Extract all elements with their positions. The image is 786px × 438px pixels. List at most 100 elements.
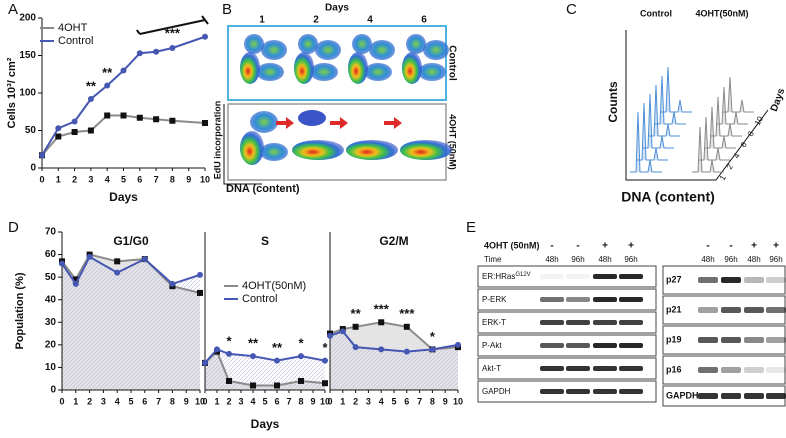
band — [619, 389, 643, 394]
x-tick-label: 6 — [404, 396, 409, 406]
annotation: *** — [399, 306, 415, 321]
depth-tick-label: 1 — [718, 173, 728, 182]
data-point — [403, 348, 410, 355]
series-line — [41, 114, 206, 156]
histogram-trace — [636, 102, 668, 161]
dot-cloud — [400, 140, 452, 160]
z-axis-label: Days — [769, 87, 786, 114]
data-point — [250, 353, 256, 360]
data-point — [153, 116, 160, 123]
x-tick-label: 10 — [320, 396, 330, 406]
data-point — [55, 125, 62, 132]
bracket — [136, 15, 209, 35]
dot-cloud — [423, 40, 449, 60]
chart-title: G2/M — [379, 234, 408, 248]
x-tick-label: 9 — [184, 396, 189, 406]
dot-cloud — [315, 40, 341, 60]
y-tick-label: 50 — [25, 125, 37, 136]
histogram-trace — [648, 84, 680, 137]
depth-tick-label: 8 — [746, 129, 756, 138]
x-tick-label: 5 — [128, 396, 133, 406]
dot-cloud — [298, 34, 318, 54]
x-tick-label: 5 — [391, 396, 396, 406]
data-point — [87, 96, 94, 102]
data-point — [169, 280, 176, 287]
data-point — [455, 341, 461, 348]
panel-label: B — [222, 1, 232, 18]
group-label: 4OHT(50nM) — [695, 8, 748, 18]
blot-label: ERK-T — [482, 318, 506, 327]
annotation: *** — [165, 25, 181, 40]
band — [619, 297, 643, 302]
x-tick-label: 8 — [170, 174, 175, 184]
histogram-trace — [642, 93, 674, 149]
data-point — [352, 344, 359, 351]
flow-title: Days — [325, 3, 349, 14]
x-tick-label: 6 — [142, 396, 147, 406]
x-tick-label: 8 — [430, 396, 435, 406]
flow-panel: B Days Control 4OHT (50nM) EdU incorpora… — [212, 1, 457, 195]
day-label: 4 — [367, 15, 373, 26]
data-point — [298, 377, 304, 384]
annotation: ** — [272, 340, 283, 355]
x-tick-label: 5 — [121, 174, 126, 184]
data-point — [250, 382, 256, 389]
dot-cloud — [240, 131, 264, 165]
panel-label: C — [566, 1, 577, 18]
x-tick-label: 1 — [73, 396, 78, 406]
time: 48h — [747, 255, 760, 264]
x-axis-label: Days — [251, 417, 280, 431]
band — [540, 366, 564, 371]
dot-cloud — [406, 34, 426, 54]
blot-label: p19 — [666, 334, 682, 344]
time: 96h — [571, 255, 584, 264]
data-point — [378, 346, 385, 353]
data-point — [322, 357, 328, 364]
arrow — [330, 117, 348, 129]
dot-cloud — [292, 140, 344, 160]
control-box — [227, 25, 447, 101]
blot-label: p27 — [666, 274, 682, 284]
band — [698, 337, 718, 343]
time: 96h — [624, 255, 637, 264]
band — [593, 366, 617, 371]
data-point — [72, 276, 79, 283]
band — [566, 366, 590, 371]
blot-panel: E 4OHT (50nM) Time — [466, 219, 540, 264]
dot-cloud — [250, 111, 278, 133]
data-point — [169, 117, 176, 124]
data-point — [71, 118, 78, 125]
band — [619, 343, 643, 348]
annotation: * — [226, 333, 232, 348]
dot-cloud — [364, 63, 392, 81]
dot-cloud — [369, 40, 395, 60]
x-tick-label: 3 — [366, 396, 371, 406]
band — [721, 367, 741, 373]
data-point — [153, 48, 160, 55]
data-point — [274, 382, 280, 389]
band — [766, 337, 786, 343]
row-label: 4OHT (50nM) — [448, 114, 458, 170]
time: 48h — [701, 255, 714, 264]
data-point — [104, 82, 111, 89]
histogram-trace — [654, 75, 686, 125]
data-point — [226, 377, 232, 384]
x-tick-label: 6 — [137, 174, 142, 184]
data-point — [352, 323, 359, 330]
time: 48h — [545, 255, 558, 264]
y-tick-label: 40 — [45, 294, 57, 305]
arrow — [276, 117, 294, 129]
y-tick-label: 70 — [45, 227, 57, 238]
day-label: 2 — [313, 15, 319, 26]
x-tick-label: 0 — [327, 396, 332, 406]
x-tick-label: 10 — [453, 396, 463, 406]
x-tick-label: 2 — [226, 396, 231, 406]
annotation: ** — [351, 306, 362, 321]
band — [744, 337, 764, 343]
y-axis-label: Counts — [606, 81, 620, 123]
data-point — [86, 253, 93, 260]
data-point — [378, 319, 385, 326]
band — [721, 307, 741, 313]
y-axis-label: Cells 10³/ cm² — [6, 57, 18, 128]
